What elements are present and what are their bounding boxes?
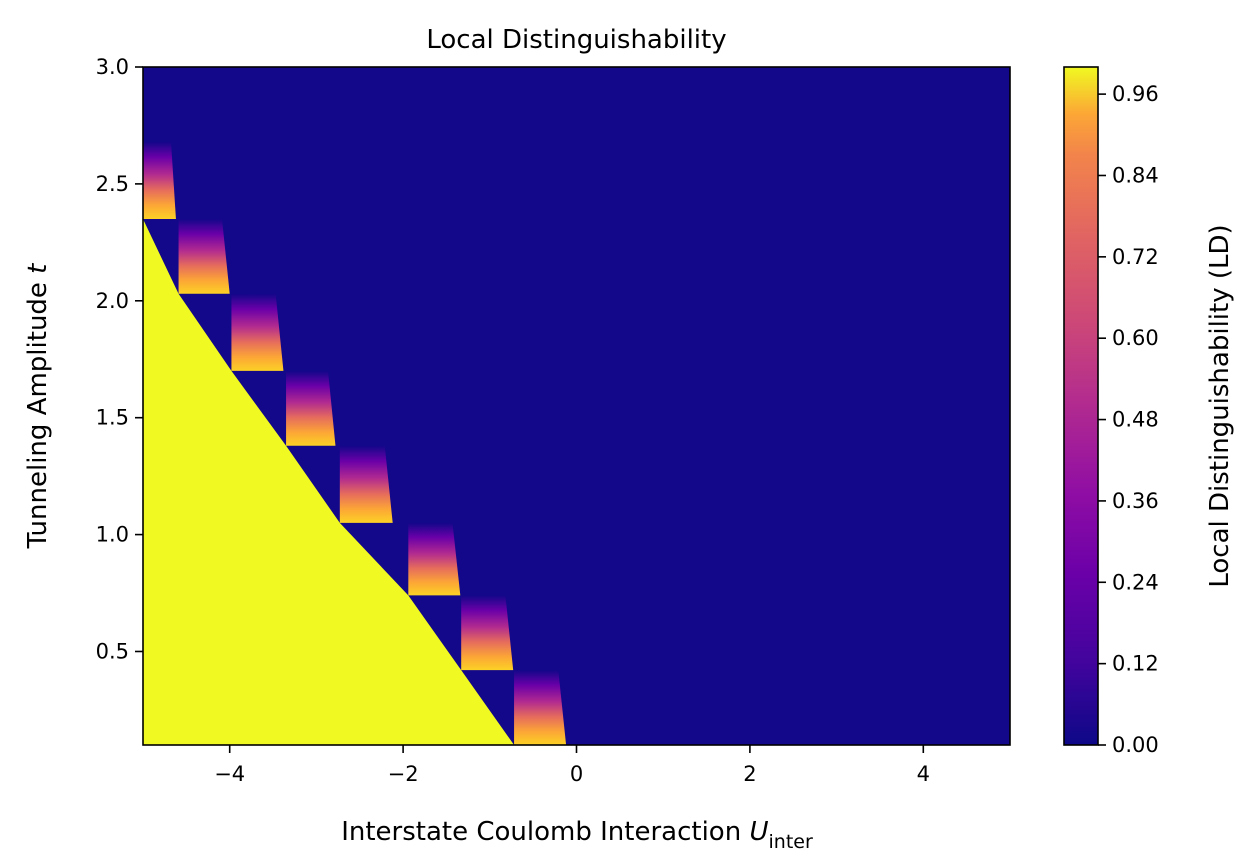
- x-tick-label: 4: [917, 762, 930, 786]
- colorbar-tick-label: 0.48: [1112, 408, 1159, 432]
- x-axis-ticks: −4 −2 0 2 4: [214, 745, 930, 786]
- y-axis-label: Tunneling Amplitude t: [23, 263, 53, 550]
- heatmap-boundary-step: [231, 293, 284, 371]
- colorbar-ticks: 0.00 0.12 0.24 0.36 0.48 0.60 0.72 0.84 0.96: [1098, 82, 1159, 757]
- heatmap-boundary-step: [143, 141, 176, 219]
- heatmap-boundary-step: [408, 522, 461, 596]
- colorbar-tick-label: 0.96: [1112, 82, 1159, 106]
- colorbar-tick-label: 0.00: [1112, 733, 1159, 757]
- colorbar: 0.00 0.12 0.24 0.36 0.48 0.60 0.72 0.84 0.96 Loc…: [1063, 66, 1235, 757]
- x-axis-label-subscript: inter: [769, 831, 813, 853]
- y-tick-label: 0.5: [96, 639, 129, 663]
- y-tick-label: 1.0: [96, 523, 129, 547]
- x-tick-label: −2: [388, 762, 419, 786]
- colorbar-tick-label: 0.36: [1112, 489, 1159, 513]
- x-axis-label-symbol: U: [749, 817, 768, 847]
- y-tick-label: 1.5: [96, 406, 129, 430]
- heatmap-boundary-step: [461, 595, 514, 671]
- colorbar-tick-label: 0.72: [1112, 245, 1159, 269]
- heatmap-boundary-step: [286, 370, 336, 446]
- y-axis-ticks: 0.5 1.0 1.5 2.0 2.5 3.0: [96, 55, 143, 663]
- colorbar-label: Local Distinguishability (LD): [1205, 224, 1235, 587]
- colorbar-tick-label: 0.24: [1112, 570, 1159, 594]
- y-tick-label: 3.0: [96, 55, 129, 79]
- colorbar-tick-label: 0.84: [1112, 163, 1159, 187]
- plot-area: [142, 66, 1011, 746]
- heatmap-high-region: [143, 218, 515, 745]
- y-tick-label: 2.0: [96, 289, 129, 313]
- x-tick-label: −4: [214, 762, 245, 786]
- colorbar-gradient: [1064, 67, 1098, 745]
- x-tick-label: 2: [743, 762, 756, 786]
- y-axis-label-main: Tunneling Amplitude: [23, 274, 53, 550]
- heatmap-cells: [143, 141, 567, 745]
- y-axis-label-symbol: t: [23, 263, 53, 274]
- x-axis-label-main: Interstate Coulomb Interaction: [341, 817, 749, 847]
- x-tick-label: 0: [570, 762, 583, 786]
- heatmap-boundary-step: [514, 670, 567, 745]
- colorbar-tick-label: 0.60: [1112, 326, 1159, 350]
- y-tick-label: 2.5: [96, 172, 129, 196]
- heatmap-boundary-step: [178, 218, 230, 294]
- x-axis-label: Interstate Coulomb Interaction Uinter: [341, 817, 813, 853]
- colorbar-frame: [1063, 66, 1099, 746]
- chart-title: Local Distinguishability: [426, 25, 726, 55]
- heatmap-boundary-step: [339, 445, 393, 523]
- colorbar-tick-label: 0.12: [1112, 652, 1159, 676]
